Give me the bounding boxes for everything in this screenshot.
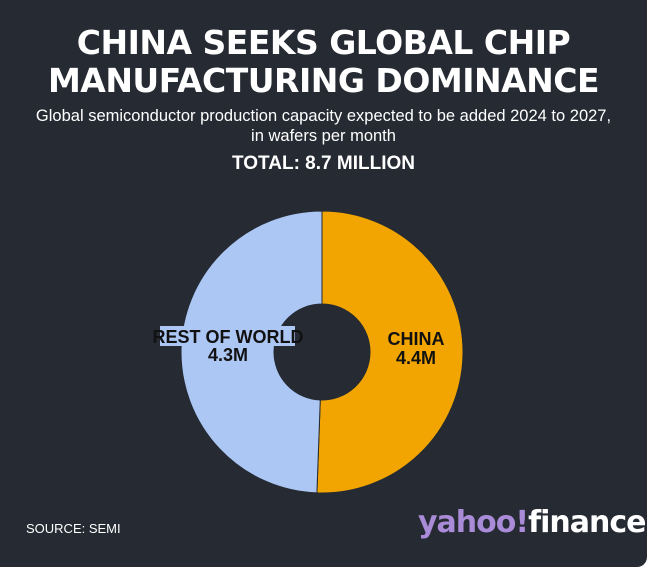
subtitle-line-1: Global semiconductor production capacity… [35, 107, 612, 125]
rest-of-world-name-label: REST OF WORLD [153, 327, 304, 347]
rest-of-world-value-label: 4.3M [208, 345, 248, 365]
china-name-label: CHINA [388, 329, 445, 349]
chart-title: CHINA SEEKS GLOBAL CHIP MANUFACTURING DO… [0, 24, 647, 100]
chart-subtitle: Global semiconductor production capacity… [0, 106, 647, 146]
china-value-label: 4.4M [396, 348, 436, 368]
title-line-2: MANUFACTURING DOMINANCE [47, 61, 600, 100]
total-label: TOTAL: 8.7 MILLION [232, 153, 415, 174]
subtitle-line-2: in wafers per month [251, 127, 396, 145]
slice-rest-of-world [180, 210, 323, 494]
source-note: SOURCE: SEMI [26, 521, 121, 536]
rest-of-world-label-bg [160, 326, 295, 346]
logo-yahoo: yahoo! [418, 505, 529, 540]
yahoo-finance-logo: yahoo!finance [418, 505, 647, 540]
logo-finance: finance [528, 505, 646, 540]
slice-china [316, 210, 464, 494]
title-line-1: CHINA SEEKS GLOBAL CHIP [76, 23, 571, 62]
